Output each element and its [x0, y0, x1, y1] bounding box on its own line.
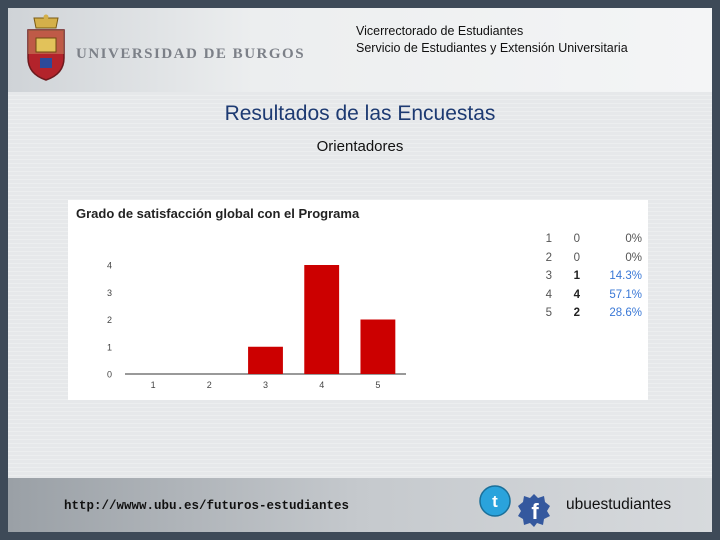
table-count: 2	[573, 307, 580, 320]
bar-4	[304, 265, 340, 374]
footer-banner	[8, 478, 712, 532]
bar-chart: 0 1 2 3 4 1 2 3 4 5	[107, 261, 406, 390]
table-percent: 0%	[625, 233, 642, 246]
bar-3	[248, 346, 283, 374]
page-subtitle: Orientadores	[316, 138, 404, 155]
x-tick-label: 4	[319, 380, 324, 390]
x-tick-label: 3	[263, 380, 268, 390]
table-row: 3 1 14.3%	[538, 267, 642, 286]
page-title: Resultados de las Encuestas	[224, 102, 496, 125]
table-option: 3	[545, 270, 552, 283]
dept-line-2: Servicio de Estudiantes y Extensión Univ…	[356, 41, 628, 55]
table-percent: 0%	[625, 251, 642, 264]
y-tick-label: 4	[107, 261, 112, 271]
table-count: 0	[573, 233, 580, 246]
table-percent: 14.3%	[609, 270, 642, 283]
dept-line-1: Vicerrectorado de Estudiantes	[356, 24, 524, 38]
y-tick-label: 1	[107, 342, 112, 352]
table-row: 5 2 28.6%	[538, 304, 642, 323]
twitter-icon[interactable]: t	[478, 484, 512, 518]
table-count: 1	[573, 270, 580, 283]
x-tick-label: 5	[375, 380, 380, 390]
table-row: 1 0 0%	[538, 230, 642, 249]
table-option: 4	[545, 288, 552, 301]
header-banner	[8, 8, 712, 92]
table-count: 4	[573, 288, 580, 301]
svg-text:t: t	[492, 492, 498, 511]
x-tick-label: 2	[207, 380, 212, 390]
table-option: 1	[545, 233, 552, 246]
department-text: Vicerrectorado de Estudiantes Servicio d…	[356, 23, 628, 57]
chart-title: Grado de satisfacción global con el Prog…	[76, 206, 360, 221]
footer-url-link[interactable]: http://wwww.ubu.es/futuros-estudiantes	[64, 499, 350, 513]
x-tick-label: 1	[151, 380, 156, 390]
table-percent: 28.6%	[609, 307, 642, 320]
chart-panel: Grado de satisfacción global con el Prog…	[68, 200, 648, 400]
table-count: 0	[573, 251, 580, 264]
university-name: UNIVERSIDAD DE BURGOS	[76, 46, 306, 62]
y-tick-label: 0	[107, 370, 112, 380]
y-tick-label: 3	[107, 288, 112, 298]
table-option: 5	[545, 307, 552, 320]
results-table: 1 0 0% 2 0 0% 3 1 14.3% 4 4 57.1% 5 2 28.6%	[538, 230, 642, 323]
facebook-icon[interactable]: f	[516, 492, 552, 528]
social-handle: ubuestudiantes	[566, 496, 672, 513]
table-percent: 57.1%	[609, 288, 642, 301]
table-row: 4 4 57.1%	[538, 286, 642, 305]
bar-5	[360, 319, 396, 374]
svg-text:f: f	[531, 499, 539, 524]
table-option: 2	[545, 251, 552, 264]
y-tick-label: 2	[107, 315, 112, 325]
table-row: 2 0 0%	[538, 249, 642, 268]
university-crest-logo	[27, 14, 65, 81]
